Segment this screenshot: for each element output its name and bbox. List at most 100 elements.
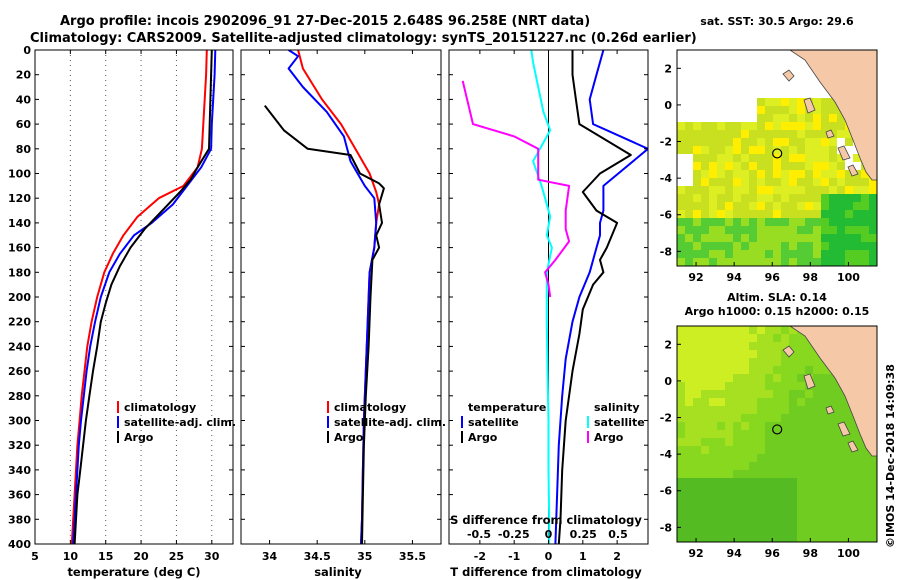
y-tick-label: 300 <box>8 415 31 428</box>
map-cell <box>749 202 757 210</box>
map-cell <box>757 178 765 186</box>
map-cell <box>717 130 725 138</box>
map-cell <box>797 218 805 226</box>
map-cell <box>821 478 829 486</box>
map-cell <box>773 130 781 138</box>
map-cell <box>773 250 781 258</box>
map-cell <box>813 130 821 138</box>
map-cell <box>821 502 829 510</box>
map-cell <box>701 406 709 414</box>
map-cell <box>685 422 693 430</box>
map-cell <box>693 430 701 438</box>
map-cell <box>829 502 837 510</box>
x-tick-label: 0 <box>545 550 553 563</box>
map-cell <box>749 390 757 398</box>
map-cell <box>677 462 685 470</box>
map-cell <box>781 138 789 146</box>
map-cell <box>773 334 781 342</box>
map-cell <box>861 502 869 510</box>
map-cell <box>869 258 877 266</box>
map-cell <box>725 390 733 398</box>
map-x-tick-label: 94 <box>726 547 742 560</box>
map-cell <box>741 454 749 462</box>
map-cell <box>789 470 797 478</box>
map-cell <box>741 486 749 494</box>
map-cell <box>773 98 781 106</box>
map-cell <box>789 358 797 366</box>
map-cell <box>805 218 813 226</box>
map-cell <box>685 478 693 486</box>
legend-s-argo-label: Argo <box>594 431 624 444</box>
map-cell <box>733 526 741 534</box>
map-cell <box>789 154 797 162</box>
map-cell <box>733 342 741 350</box>
map-cell <box>725 334 733 342</box>
map-cell <box>693 178 701 186</box>
map-cell <box>693 390 701 398</box>
map-cell <box>685 398 693 406</box>
map-cell <box>781 130 789 138</box>
map-cell <box>693 470 701 478</box>
map-cell <box>741 162 749 170</box>
map-cell <box>693 462 701 470</box>
map-cell <box>725 494 733 502</box>
map-cell <box>829 526 837 534</box>
map-cell <box>757 250 765 258</box>
map-cell <box>829 178 837 186</box>
map-cell <box>741 534 749 542</box>
map-cell <box>701 250 709 258</box>
map-cell <box>789 98 797 106</box>
map-cell <box>709 350 717 358</box>
map-cell <box>677 366 685 374</box>
map-cell <box>869 250 877 258</box>
map-cell <box>709 358 717 366</box>
map-cell <box>845 258 853 266</box>
map-cell <box>813 470 821 478</box>
map-cell <box>733 358 741 366</box>
map-cell <box>717 226 725 234</box>
map-cell <box>749 170 757 178</box>
map-cell <box>709 226 717 234</box>
legend-climatology-label: climatology <box>124 401 196 414</box>
map-cell <box>805 406 813 414</box>
y-tick-label: 120 <box>8 192 31 205</box>
map-cell <box>821 406 829 414</box>
map-cell <box>797 366 805 374</box>
map-cell <box>749 218 757 226</box>
map-cell <box>829 478 837 486</box>
map-cell <box>757 130 765 138</box>
y-tick-label: 400 <box>8 538 31 551</box>
map-cell <box>853 234 861 242</box>
salinity-legend: climatology satellite-adj. clim. Argo <box>327 401 446 444</box>
map-cell <box>821 470 829 478</box>
sla-map-panel: Altim. SLA: 0.14 Argo h1000: 0.15 h2000:… <box>660 291 878 560</box>
map-cell <box>773 446 781 454</box>
map-cell <box>749 162 757 170</box>
map-cell <box>725 382 733 390</box>
map-cell <box>789 178 797 186</box>
map-cell <box>797 178 805 186</box>
map-x-tick-label: 100 <box>837 547 860 560</box>
map-cell <box>813 414 821 422</box>
map-cell <box>821 194 829 202</box>
map-cell <box>797 106 805 114</box>
map-cell <box>853 202 861 210</box>
map-cell <box>709 486 717 494</box>
map-cell <box>805 390 813 398</box>
map-cell <box>733 454 741 462</box>
y-tick-label: 320 <box>8 439 31 452</box>
map-cell <box>677 250 685 258</box>
map-cell <box>813 366 821 374</box>
map-cell <box>749 414 757 422</box>
map-cell <box>741 178 749 186</box>
map-cell <box>749 154 757 162</box>
map-cell <box>733 518 741 526</box>
series-line-t-argo <box>557 50 632 544</box>
map-cell <box>821 422 829 430</box>
map-cell <box>781 526 789 534</box>
map-cell <box>853 462 861 470</box>
map-cell <box>845 202 853 210</box>
map-cell <box>733 382 741 390</box>
map-cell <box>693 518 701 526</box>
map-cell <box>829 422 837 430</box>
